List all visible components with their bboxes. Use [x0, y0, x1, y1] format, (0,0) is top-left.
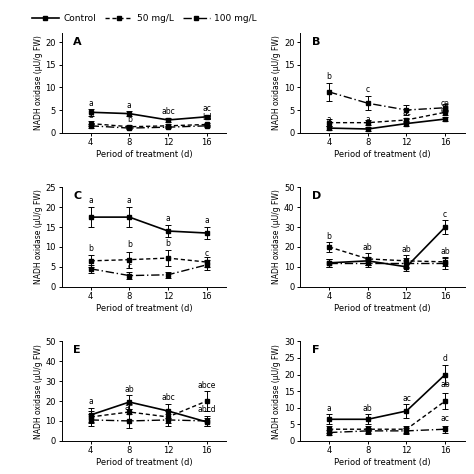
Text: a: a	[88, 196, 93, 205]
X-axis label: Period of treatment (d): Period of treatment (d)	[334, 304, 430, 313]
Text: abc: abc	[161, 393, 175, 402]
Text: C: C	[73, 191, 81, 201]
X-axis label: Period of treatment (d): Period of treatment (d)	[96, 458, 192, 467]
Text: bd: bd	[202, 113, 211, 122]
Text: a: a	[204, 216, 209, 225]
Text: b: b	[165, 239, 171, 248]
Text: abcd: abcd	[197, 405, 216, 414]
Text: abc: abc	[161, 107, 175, 116]
Text: ab: ab	[363, 404, 373, 413]
Text: a: a	[127, 101, 132, 110]
X-axis label: Period of treatment (d): Period of treatment (d)	[96, 304, 192, 313]
Text: ab: ab	[363, 243, 373, 252]
Text: ac: ac	[202, 104, 211, 113]
Text: c: c	[443, 210, 447, 219]
Text: a: a	[327, 404, 331, 413]
Text: b: b	[88, 111, 93, 120]
X-axis label: Period of treatment (d): Period of treatment (d)	[96, 150, 192, 159]
Text: B: B	[311, 37, 320, 47]
Text: E: E	[73, 346, 81, 356]
Text: ac: ac	[441, 414, 450, 423]
Text: ac: ac	[402, 394, 411, 403]
Text: cd: cd	[441, 106, 450, 115]
Text: ce: ce	[441, 99, 449, 108]
Text: b: b	[88, 244, 93, 253]
Text: D: D	[311, 191, 321, 201]
Text: A: A	[73, 37, 82, 47]
Legend: Control, 50 mg/L, 100 mg/L: Control, 50 mg/L, 100 mg/L	[28, 11, 261, 27]
Text: ac: ac	[125, 403, 134, 412]
Text: ac: ac	[402, 108, 411, 117]
Text: F: F	[311, 346, 319, 356]
Y-axis label: NADH oxidase (μU/g FW): NADH oxidase (μU/g FW)	[272, 344, 281, 438]
Text: a: a	[365, 116, 370, 125]
Text: ab: ab	[401, 245, 411, 254]
Y-axis label: NADH oxidase (μU/g FW): NADH oxidase (μU/g FW)	[272, 36, 281, 130]
Y-axis label: NADH oxidase (μU/g FW): NADH oxidase (μU/g FW)	[34, 36, 43, 130]
Text: b: b	[327, 72, 331, 81]
Text: a: a	[88, 99, 93, 108]
Text: ab: ab	[440, 381, 450, 390]
Text: a: a	[127, 196, 132, 205]
Text: b: b	[327, 232, 331, 241]
Y-axis label: NADH oxidase (μU/g FW): NADH oxidase (μU/g FW)	[34, 190, 43, 284]
Text: a: a	[88, 397, 93, 406]
Text: c: c	[128, 262, 131, 271]
Text: ab: ab	[125, 385, 134, 394]
Text: c: c	[366, 85, 370, 94]
Text: d: d	[443, 354, 447, 363]
X-axis label: Period of treatment (d): Period of treatment (d)	[334, 458, 430, 467]
Text: ab: ab	[440, 247, 450, 256]
X-axis label: Period of treatment (d): Period of treatment (d)	[334, 150, 430, 159]
Text: abce: abce	[198, 381, 216, 390]
Text: a: a	[165, 214, 171, 223]
Text: a: a	[327, 115, 331, 124]
Text: b: b	[127, 115, 132, 124]
Y-axis label: NADH oxidase (μU/g FW): NADH oxidase (μU/g FW)	[34, 344, 43, 438]
Text: c: c	[205, 249, 209, 258]
Y-axis label: NADH oxidase (μU/g FW): NADH oxidase (μU/g FW)	[272, 190, 281, 284]
Text: b: b	[127, 240, 132, 249]
